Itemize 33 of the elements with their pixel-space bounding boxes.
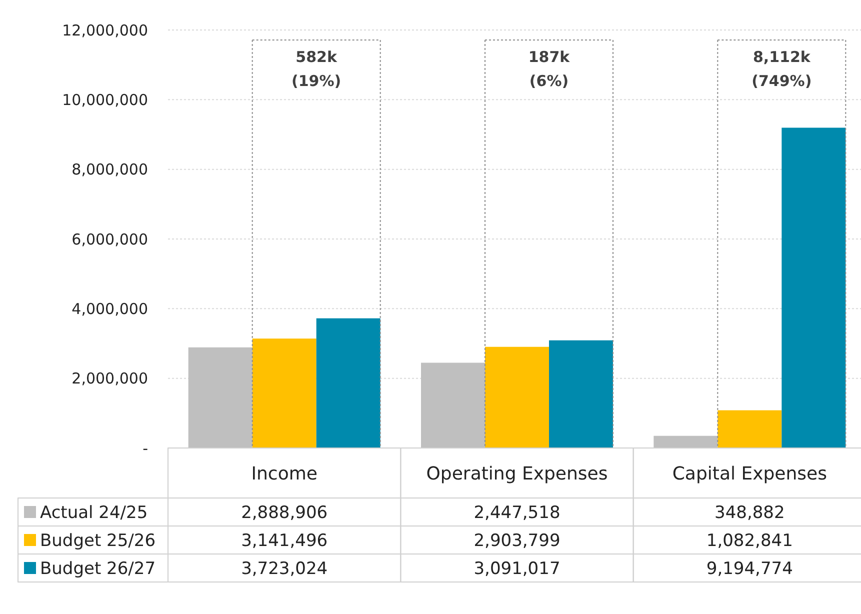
x-tick-label: Operating Expenses <box>426 463 608 484</box>
data-label: 3,723,024 <box>241 558 328 579</box>
bar <box>718 410 782 448</box>
y-tick-label: 10,000,000 <box>62 90 148 109</box>
annotation: 582k (19%) <box>292 48 342 90</box>
y-tick-label: 4,000,000 <box>72 300 148 318</box>
bar <box>316 318 380 448</box>
y-tick-label: - <box>142 439 148 458</box>
data-label: 2,447,518 <box>474 502 560 523</box>
x-tick-label: Income <box>251 463 318 484</box>
bar <box>188 347 252 448</box>
y-tick-label: 2,000,000 <box>72 370 148 388</box>
bar <box>654 436 718 448</box>
bar <box>485 346 549 448</box>
bar <box>549 340 613 448</box>
data-label: 3,141,496 <box>241 530 328 551</box>
y-tick-label: 12,000,000 <box>62 21 148 40</box>
bar <box>421 362 485 448</box>
data-label: 1,082,841 <box>706 530 793 551</box>
data-label: 2,903,799 <box>474 530 560 551</box>
data-label: 2,888,906 <box>241 502 328 523</box>
legend-label: Actual 24/25 <box>40 502 148 523</box>
bar <box>252 338 316 448</box>
x-tick-label: Capital Expenses <box>672 463 827 484</box>
data-label: 348,882 <box>714 502 785 523</box>
annotation: 8,112k (749%) <box>752 48 812 90</box>
legend-label: Budget 25/26 <box>40 530 156 551</box>
y-tick-label: 6,000,000 <box>72 230 148 248</box>
data-label: 9,194,774 <box>706 558 793 579</box>
annotation: 187k (6%) <box>528 48 571 90</box>
data-label: 3,091,017 <box>474 558 560 579</box>
y-tick-label: 8,000,000 <box>72 160 148 179</box>
legend-label: Budget 26/27 <box>40 558 156 579</box>
